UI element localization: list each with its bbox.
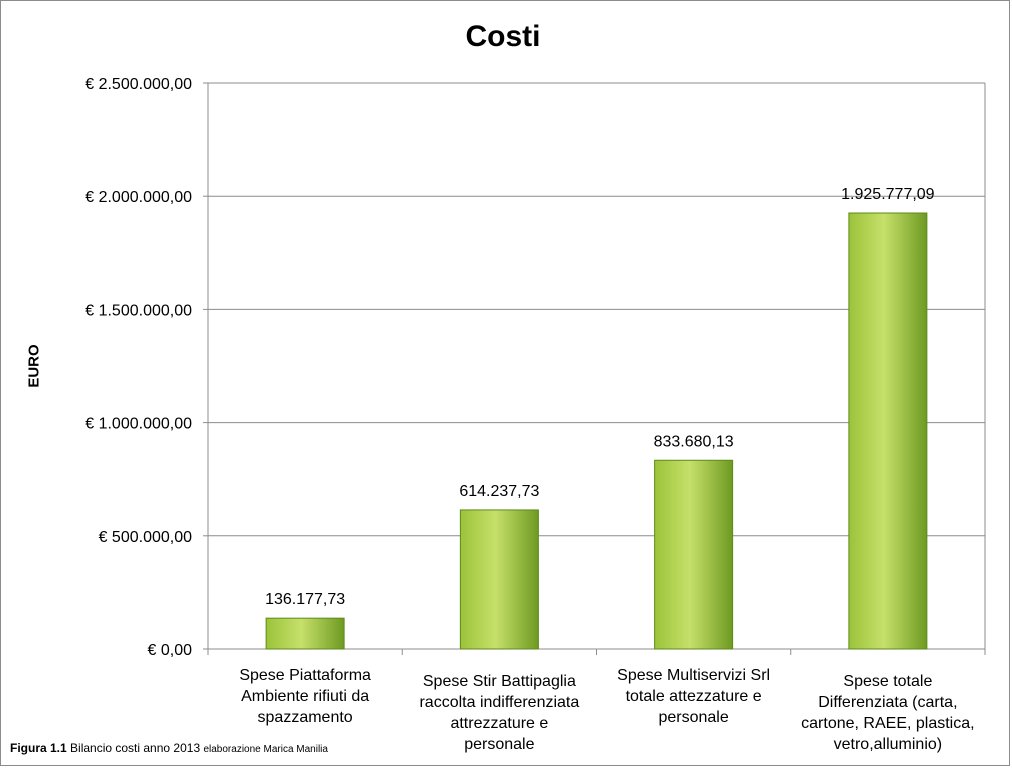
x-tick-label-2-2: personale — [658, 709, 728, 726]
chart-title: Costi — [465, 20, 541, 53]
x-tick-label-3-0: Spese totale — [843, 673, 932, 690]
bar-0 — [265, 617, 345, 650]
y-tick-label-1: € 500.000,00 — [99, 529, 193, 546]
x-tick-label-1-0: Spese Stir Battipaglia — [423, 673, 576, 690]
figure-caption: Figura 1.1 Bilancio costi anno 2013 elab… — [10, 741, 328, 755]
bar-1 — [459, 509, 539, 650]
x-tick-label-1-1: raccolta indifferenziata — [419, 694, 579, 711]
x-tick-label-3-3: vetro,alluminio) — [834, 736, 942, 753]
data-label-0: 136.177,73 — [265, 591, 345, 608]
x-tick-label-3-1: Differenziata (carta, — [818, 694, 957, 711]
data-label-2: 833.680,13 — [654, 433, 734, 450]
bar-2 — [654, 459, 734, 650]
x-tick-label-0-1: Ambiente rifiuti da — [241, 688, 369, 705]
x-tick-label-0-0: Spese Piattaforma — [239, 667, 371, 684]
x-tick-label-2-0: Spese Multiservizi Srl — [617, 667, 770, 684]
y-tick-label-3: € 1.500.000,00 — [85, 302, 192, 319]
x-tick-label-2-1: totale attezzature e — [626, 688, 762, 705]
bar-3 — [848, 212, 928, 650]
figure-caption-text: Bilancio costi anno 2013 — [66, 741, 204, 755]
y-tick-label-0: € 0,00 — [148, 642, 193, 659]
figure-number: Figura 1.1 — [10, 741, 67, 755]
y-tick-label-5: € 2.500.000,00 — [85, 76, 192, 93]
y-tick-label-4: € 2.000.000,00 — [85, 189, 192, 206]
labels: € 0,00 € 500.000,00 € 1.000.000,00 € 1.500.… — [85, 76, 974, 753]
x-tick-label-1-2: attrezzature e — [450, 715, 548, 732]
data-label-3: 1.925.777,09 — [841, 186, 935, 203]
figure-author: elaborazione Marica Manilia — [203, 744, 328, 755]
bars — [265, 212, 928, 650]
x-tick-label-0-2: spazzamento — [258, 709, 353, 726]
x-tick-label-3-2: cartone, RAEE, plastica, — [801, 715, 974, 732]
x-tick-label-1-3: personale — [464, 736, 534, 753]
y-tick-label-2: € 1.000.000,00 — [85, 416, 192, 433]
data-label-1: 614.237,73 — [459, 483, 539, 500]
